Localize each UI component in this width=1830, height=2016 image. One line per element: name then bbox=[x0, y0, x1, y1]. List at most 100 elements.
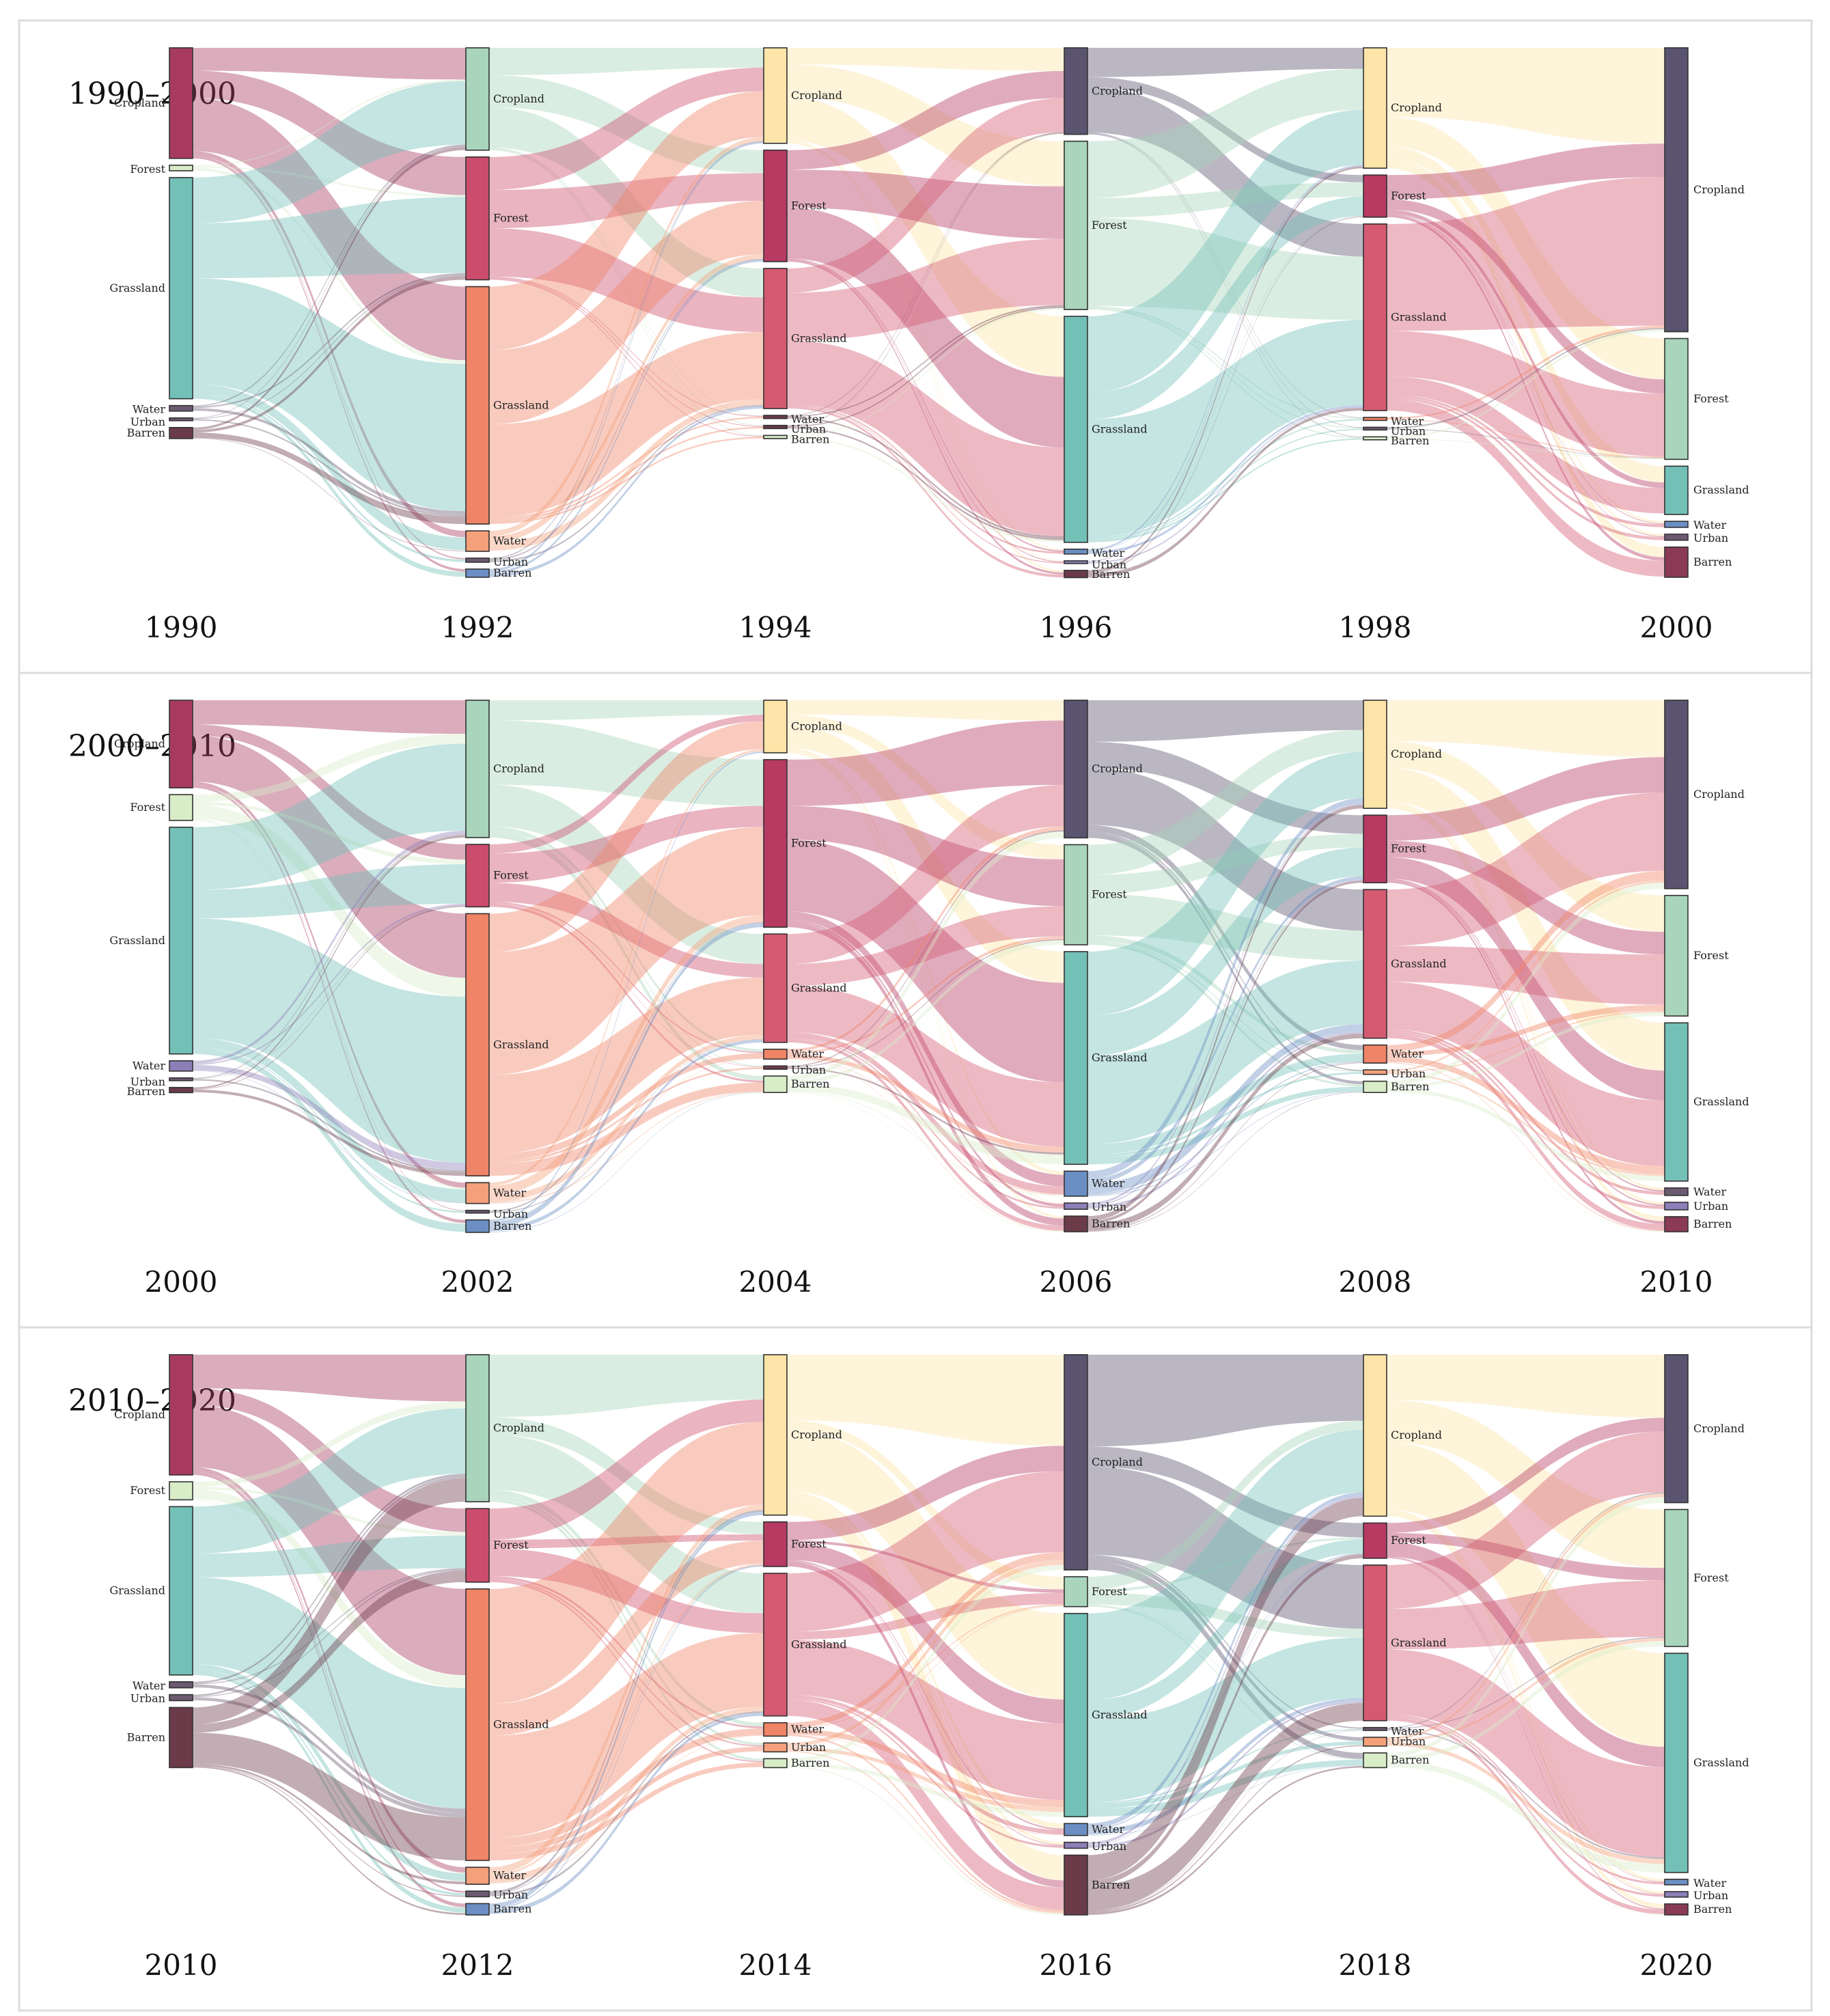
node-grassland bbox=[1064, 316, 1088, 543]
node-label-cropland: Cropland bbox=[493, 762, 544, 775]
flow-cropland-to-grassland bbox=[1387, 146, 1665, 483]
flow-barren-to-grassland bbox=[1087, 1033, 1363, 1230]
node-label-urban: Urban bbox=[1693, 531, 1728, 544]
node-label-urban: Urban bbox=[1391, 424, 1426, 437]
flow-barren-to-forest bbox=[1387, 1012, 1665, 1088]
node-grassland bbox=[1064, 1612, 1088, 1818]
flow-forest-to-barren bbox=[1087, 941, 1363, 1087]
flow-grassland-to-grassland bbox=[1087, 1638, 1363, 1803]
node-label-grassland: Grassland bbox=[1092, 1709, 1148, 1722]
node-urban bbox=[465, 1890, 490, 1898]
node-label-water: Water bbox=[1391, 1047, 1424, 1060]
flow-cropland-to-barren bbox=[787, 751, 1064, 1219]
node-label-forest: Forest bbox=[791, 1537, 827, 1550]
flow-forest-to-urban bbox=[489, 903, 764, 1068]
flow-cropland-to-water bbox=[1087, 133, 1363, 418]
flow-water-to-cropland bbox=[193, 830, 466, 1064]
flows bbox=[193, 1355, 1665, 1915]
flow-water-to-barren bbox=[1087, 1765, 1363, 1836]
flow-water-to-forest bbox=[193, 273, 466, 409]
flow-forest-to-forest bbox=[787, 805, 1064, 907]
node-label-barren: Barren bbox=[1092, 1878, 1130, 1891]
flow-cropland-to-cropland bbox=[787, 700, 1064, 721]
node-label-cropland: Cropland bbox=[114, 737, 165, 750]
flow-cropland-to-water bbox=[489, 826, 764, 1052]
flow-barren-to-barren bbox=[1387, 1092, 1665, 1232]
flow-grassland-to-forest bbox=[787, 238, 1064, 341]
flow-cropland-to-grassland bbox=[489, 107, 764, 298]
flow-water-to-barren bbox=[1387, 1062, 1665, 1232]
flow-cropland-to-grassland bbox=[1087, 1466, 1363, 1629]
node-label-cropland: Cropland bbox=[1092, 762, 1143, 775]
node-cropland bbox=[1363, 700, 1387, 810]
node-forest bbox=[465, 844, 490, 908]
node-label-grassland: Grassland bbox=[791, 1638, 847, 1651]
node-cropland bbox=[1064, 1354, 1088, 1571]
flow-cropland-to-urban bbox=[193, 1471, 466, 1893]
node-label-urban: Urban bbox=[1391, 1735, 1426, 1748]
node-label-water: Water bbox=[493, 1869, 526, 1882]
flow-cropland-to-forest bbox=[1387, 741, 1665, 933]
flow-barren-to-cropland bbox=[489, 141, 764, 572]
node-urban bbox=[465, 1209, 490, 1214]
flow-grassland-to-cropland bbox=[1387, 1431, 1665, 1610]
flow-urban-to-grassland bbox=[193, 1697, 466, 1818]
flow-forest-to-cropland bbox=[193, 1401, 466, 1487]
year-label: 2000 bbox=[1640, 611, 1713, 644]
flow-forest-to-cropland bbox=[1387, 143, 1665, 199]
node-label-urban: Urban bbox=[1092, 1200, 1126, 1213]
flow-barren-to-grassland bbox=[489, 1713, 764, 1914]
column-2012: Cropland Forest Grassland Water Urban Barren 2… bbox=[441, 1354, 549, 1982]
flow-forest-to-grassland bbox=[193, 167, 466, 364]
flow-grassland-to-urban bbox=[193, 393, 466, 562]
flow-barren-to-forest bbox=[1087, 1554, 1363, 1886]
flow-barren-to-grassland bbox=[489, 406, 764, 577]
node-label-cropland: Cropland bbox=[791, 89, 842, 102]
node-label-barren: Barren bbox=[127, 426, 165, 439]
flow-cropland-to-forest bbox=[193, 1388, 466, 1532]
node-water bbox=[1664, 1879, 1689, 1886]
flow-grassland-to-cropland bbox=[489, 1422, 764, 1704]
node-cropland bbox=[1664, 47, 1689, 333]
flow-barren-to-forest bbox=[193, 906, 466, 1090]
node-label-barren: Barren bbox=[127, 1085, 165, 1098]
flow-forest-to-water bbox=[1387, 1556, 1665, 1883]
flow-urban-to-cropland bbox=[787, 1560, 1064, 1747]
node-urban bbox=[1363, 426, 1387, 431]
flow-water-to-cropland bbox=[489, 1504, 764, 1875]
flow-water-to-grassland bbox=[787, 417, 1064, 538]
flow-grassland-to-grassland bbox=[193, 918, 466, 1163]
flow-grassland-to-barren bbox=[1087, 438, 1363, 542]
flow-cropland-to-water bbox=[1387, 801, 1665, 1191]
flow-forest-to-forest bbox=[489, 1534, 764, 1549]
flow-grassland-to-urban bbox=[193, 1669, 466, 1896]
flow-grassland-to-water bbox=[787, 1032, 1064, 1194]
node-cropland bbox=[763, 700, 788, 754]
node-label-urban: Urban bbox=[1693, 1889, 1728, 1902]
flow-cropland-to-water bbox=[787, 747, 1064, 1175]
node-forest bbox=[763, 150, 788, 262]
node-label-grassland: Grassland bbox=[1092, 1051, 1148, 1064]
node-urban bbox=[1064, 560, 1088, 564]
node-water bbox=[1363, 1726, 1387, 1731]
flow-cropland-to-forest bbox=[489, 1417, 764, 1535]
node-label-barren: Barren bbox=[791, 1077, 829, 1090]
flow-cropland-to-grassland bbox=[193, 98, 466, 361]
node-label-forest: Forest bbox=[1693, 392, 1729, 405]
flow-grassland-to-water bbox=[787, 404, 1064, 554]
flow-cropland-to-cropland bbox=[489, 48, 764, 76]
year-label: 2010 bbox=[1640, 1265, 1713, 1299]
flow-water-to-water bbox=[193, 1070, 466, 1204]
flow-barren-to-grassland bbox=[1387, 1760, 1665, 1873]
node-label-urban: Urban bbox=[1092, 1840, 1126, 1853]
panel-title: 2000–2010 bbox=[68, 729, 236, 764]
flow-barren-to-forest bbox=[489, 260, 764, 574]
flow-grassland-to-barren bbox=[489, 1082, 764, 1176]
flow-cropland-to-cropland bbox=[1387, 700, 1665, 758]
flow-forest-to-grassland bbox=[489, 1548, 764, 1633]
flow-cropland-to-forest bbox=[1387, 116, 1665, 380]
node-grassland bbox=[763, 933, 788, 1043]
flow-barren-to-barren bbox=[787, 1766, 1064, 1915]
flow-water-to-grassland bbox=[1087, 1024, 1363, 1194]
